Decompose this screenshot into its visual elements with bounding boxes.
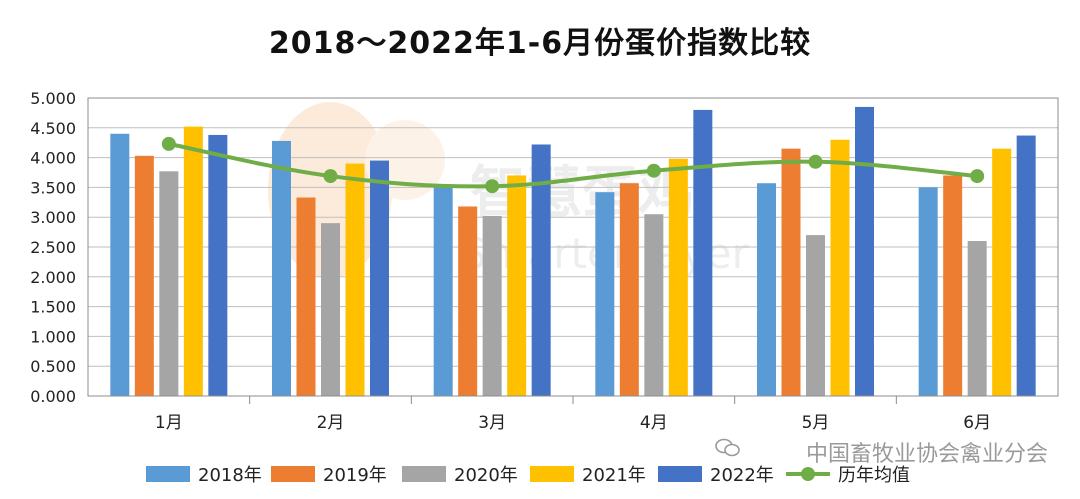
- y-tick-label: 2.000: [30, 268, 76, 287]
- legend-swatch: [658, 466, 702, 482]
- bar: [321, 223, 340, 396]
- bar: [370, 160, 389, 396]
- bar: [757, 183, 776, 396]
- legend-label: 2021年: [582, 465, 646, 486]
- bar: [806, 235, 825, 396]
- legend-label: 2020年: [454, 465, 518, 486]
- y-tick-label: 5.000: [30, 89, 76, 108]
- bar: [781, 148, 801, 396]
- bar: [296, 197, 316, 396]
- y-tick-label: 3.000: [30, 208, 76, 227]
- bar: [433, 184, 453, 396]
- bar: [967, 241, 987, 396]
- bar: [134, 155, 154, 396]
- legend-swatch: [530, 466, 574, 482]
- bar: [644, 214, 664, 396]
- bar: [458, 206, 478, 396]
- legend-label: 历年均值: [838, 465, 910, 486]
- axis-layer: 0.000 0.500 1.000 1.500 2.000 2.500 3.000 3.500…: [30, 89, 1059, 433]
- source-watermark: 中国畜牧业协会禽业分会: [805, 442, 1048, 467]
- x-category-label: 5月: [802, 413, 830, 433]
- grid-layer: [88, 97, 1058, 397]
- bar: [918, 187, 938, 396]
- y-tick-label: 2.500: [30, 238, 76, 257]
- bar-layer: [110, 106, 1036, 397]
- legend-swatch: [146, 466, 190, 482]
- bar: [595, 192, 615, 396]
- bar: [1016, 135, 1036, 396]
- chart-title: 2018～2022年1-6月份蛋价指数比较: [268, 26, 812, 61]
- legend-swatch: [402, 466, 446, 482]
- bar: [208, 134, 228, 396]
- bar: [482, 216, 502, 396]
- legend-label: 2018年: [198, 465, 262, 486]
- legend-swatch-marker: [801, 467, 815, 481]
- x-category-label: 4月: [640, 413, 668, 433]
- x-category-label: 2月: [317, 413, 345, 433]
- bar: [531, 144, 551, 396]
- bar: [345, 163, 365, 396]
- legend-label: 2019年: [323, 465, 387, 486]
- y-tick-label: 1.000: [30, 327, 76, 346]
- y-tick-label: 3.500: [30, 178, 76, 197]
- x-category-label: 3月: [478, 413, 506, 433]
- wechat-icon: [715, 438, 740, 457]
- y-tick-label: 4.000: [30, 149, 76, 168]
- bar: [943, 175, 963, 396]
- bar: [110, 133, 130, 396]
- bar: [272, 140, 291, 396]
- wechat-icon-bubble-2: [724, 443, 740, 457]
- y-tick-label: 1.500: [30, 298, 76, 317]
- line-point: [323, 169, 338, 184]
- line-layer: [161, 136, 985, 194]
- bar: [619, 183, 639, 396]
- bar: [668, 158, 688, 396]
- x-category-label: 6月: [963, 413, 991, 433]
- line-series-path: [168, 141, 978, 189]
- bar: [159, 171, 179, 396]
- x-category-label: 1月: [155, 413, 183, 433]
- legend-swatch: [271, 466, 315, 482]
- y-tick-label: 0.500: [30, 357, 76, 376]
- y-tick-label: 4.500: [30, 119, 76, 138]
- legend-layer: 2018年 2019年 2020年 2021年 2022年 历年均值: [146, 465, 910, 486]
- bar: [992, 148, 1012, 396]
- bar: [183, 126, 203, 396]
- line-point: [161, 136, 176, 151]
- line-point: [808, 154, 823, 169]
- bar: [830, 139, 850, 396]
- bar: [855, 106, 874, 396]
- line-point: [646, 163, 661, 178]
- y-tick-label: 0.000: [30, 387, 76, 406]
- legend-label: 2022年: [710, 465, 774, 486]
- line-point: [970, 169, 985, 184]
- bar: [693, 109, 713, 397]
- line-point: [485, 179, 500, 194]
- bar: [507, 175, 527, 396]
